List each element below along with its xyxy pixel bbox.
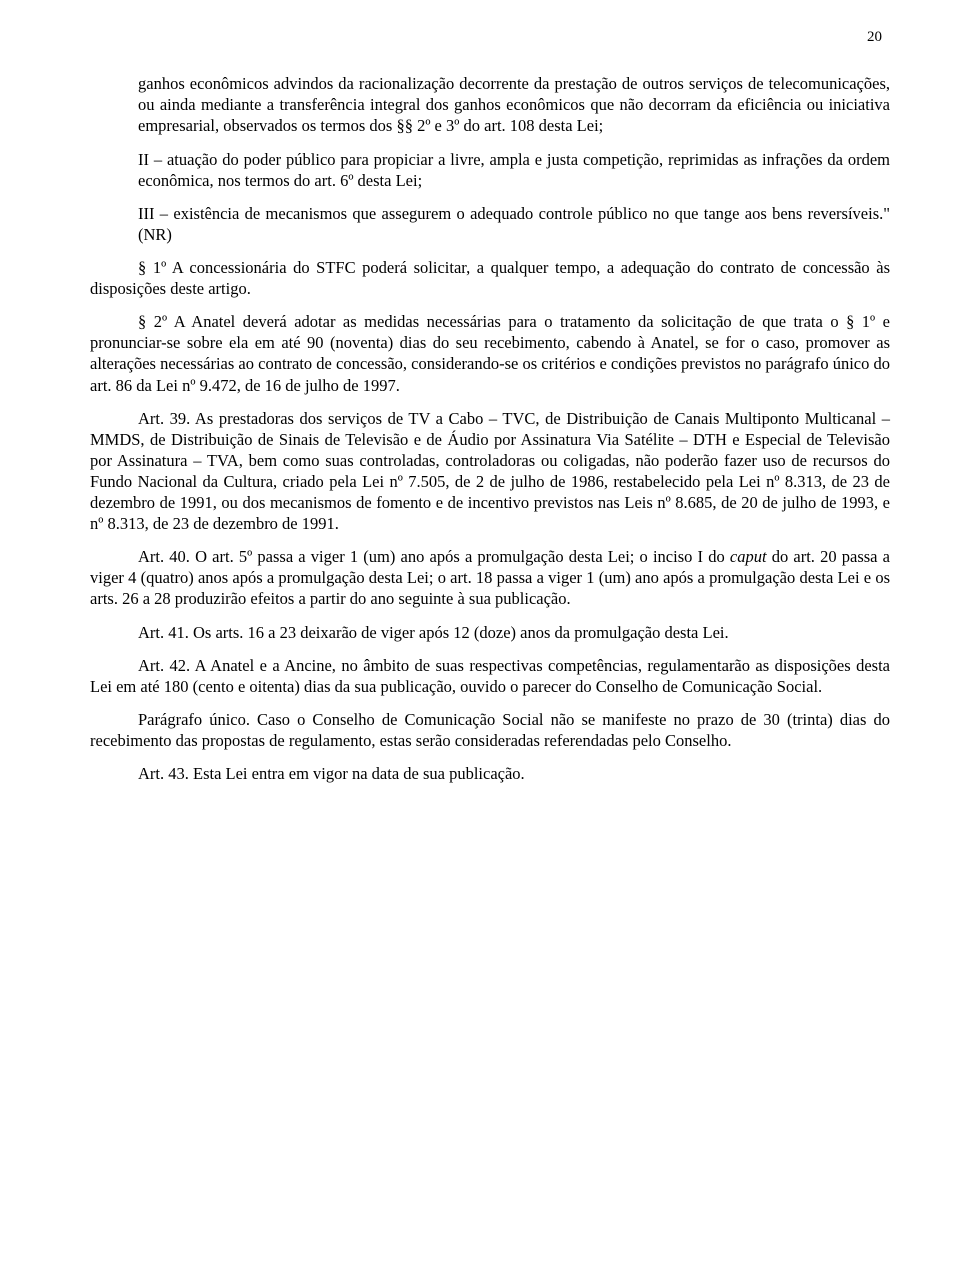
- page-number: 20: [90, 28, 890, 47]
- inciso-iii: III – existência de mecanismos que asseg…: [138, 203, 890, 245]
- paragrafo-unico: Parágrafo único. Caso o Conselho de Comu…: [90, 709, 890, 751]
- art-41: Art. 41. Os arts. 16 a 23 deixarão de vi…: [90, 622, 890, 643]
- art-40-part-a: Art. 40. O art. 5º passa a viger 1 (um) …: [138, 547, 730, 566]
- art-40: Art. 40. O art. 5º passa a viger 1 (um) …: [90, 546, 890, 609]
- art-42: Art. 42. A Anatel e a Ancine, no âmbito …: [90, 655, 890, 697]
- caput-italic: caput: [730, 547, 767, 566]
- inciso-ii: II – atuação do poder público para propi…: [138, 149, 890, 191]
- art-43: Art. 43. Esta Lei entra em vigor na data…: [90, 763, 890, 784]
- art-39: Art. 39. As prestadoras dos serviços de …: [90, 408, 890, 535]
- paragraph-2: § 2º A Anatel deverá adotar as medidas n…: [90, 311, 890, 395]
- caput-continuation: ganhos econômicos advindos da racionaliz…: [138, 73, 890, 136]
- paragraph-1: § 1º A concessionária do STFC poderá sol…: [90, 257, 890, 299]
